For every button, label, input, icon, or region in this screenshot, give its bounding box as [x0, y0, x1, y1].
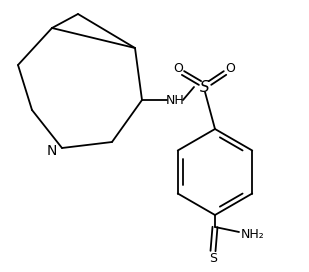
Text: NH₂: NH₂	[241, 228, 265, 242]
Text: O: O	[225, 61, 235, 75]
Text: S: S	[209, 252, 217, 265]
Text: S: S	[200, 79, 210, 94]
Text: N: N	[47, 144, 57, 158]
Text: O: O	[173, 61, 183, 75]
Text: NH: NH	[166, 94, 184, 107]
